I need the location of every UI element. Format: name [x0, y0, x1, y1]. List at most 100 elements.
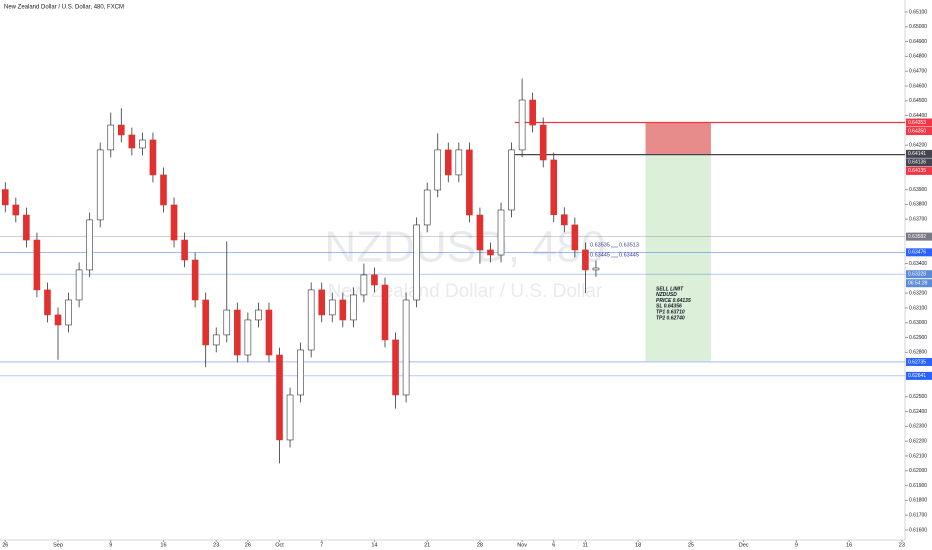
x-tick-label: 28 — [477, 542, 483, 548]
y-tick-label: 0.61800 — [909, 498, 927, 504]
x-tick-label: 21 — [424, 542, 430, 548]
y-tick-label: 0.63800 — [909, 202, 927, 208]
x-tick-label: 18 — [635, 542, 641, 548]
candle-body — [497, 209, 505, 256]
watermark-subtitle: New Zealand Dollar / U.S. Dollar — [328, 281, 603, 302]
y-tick-label: 0.63900 — [909, 187, 927, 193]
y-tick-label: 0.62100 — [909, 453, 927, 459]
candle-body — [392, 339, 399, 396]
y-tick-label: 0.64500 — [909, 98, 927, 104]
candle-body — [96, 149, 104, 221]
y-tick-label: 0.61700 — [909, 512, 927, 518]
price-tag — [906, 232, 932, 241]
x-tick-label: Oct — [275, 542, 284, 548]
candle-body — [381, 284, 389, 341]
candle-body — [476, 214, 484, 251]
candle-body — [223, 309, 231, 336]
candle-body — [561, 214, 568, 226]
candle-body — [539, 124, 547, 161]
candle-body — [466, 149, 473, 216]
candle-body — [518, 99, 526, 151]
y-tick-label: 0.61600 — [909, 527, 927, 533]
countdown-tag — [906, 279, 932, 288]
price-tag — [906, 166, 932, 175]
measure-label: 0.63445 — [619, 252, 639, 258]
candle-body — [371, 274, 378, 286]
y-tick-label: 0.63000 — [909, 320, 927, 326]
candle-body — [244, 319, 252, 356]
y-tick-label: 0.62200 — [909, 438, 927, 444]
x-tick-label: 14 — [371, 542, 377, 548]
chart-title: New Zealand Dollar / U.S. Dollar, 480, F… — [4, 5, 124, 11]
candle-body — [44, 289, 51, 316]
signal-text: TP2 0.62740 — [656, 315, 685, 321]
candle-body — [328, 299, 336, 316]
price-tag-label: 0.62641 — [908, 373, 926, 379]
measure-label: 0.63513 — [619, 242, 639, 248]
x-tick-label: 23 — [899, 542, 905, 548]
candle-body — [423, 189, 431, 226]
candle-body — [255, 309, 262, 321]
y-tick-label: 0.62900 — [909, 335, 927, 341]
candle-body — [318, 289, 326, 316]
price-tag-label: 0.64141 — [908, 151, 926, 157]
y-tick-label: 0.64600 — [909, 83, 927, 89]
price-tag — [906, 149, 932, 158]
price-tag-label: 0.63476 — [908, 250, 926, 256]
y-tick-label: 0.64200 — [909, 143, 927, 149]
x-tick-label: 23 — [213, 542, 219, 548]
price-tag-label: 0.63582 — [908, 234, 926, 240]
candle-body — [286, 394, 294, 441]
signal-text: SL 0.64356 — [656, 304, 682, 310]
price-tag — [906, 371, 932, 380]
candle-body — [434, 149, 442, 191]
candle-body — [181, 239, 188, 261]
y-tick-label: 0.62000 — [909, 468, 927, 474]
candle-body — [297, 349, 304, 396]
price-tag — [906, 248, 932, 257]
candle-body — [487, 249, 494, 256]
price-tag-label: 0.64136 — [908, 160, 926, 166]
y-tick-label: 0.65100 — [909, 9, 927, 15]
y-tick-label: 0.64700 — [909, 69, 927, 75]
signal-text: NZDUSD — [656, 292, 677, 298]
candle-body — [582, 249, 589, 271]
price-tag — [906, 127, 932, 136]
candle-body — [529, 99, 536, 126]
candle-body — [54, 314, 62, 326]
price-tag-label: 0.64135 — [908, 168, 926, 174]
price-tag-label: 0.64353 — [908, 120, 926, 126]
candle-body — [307, 289, 315, 351]
reward-zone — [645, 154, 711, 362]
candle-body — [276, 354, 283, 441]
x-tick-label: 11 — [583, 542, 589, 548]
candle-body — [23, 214, 30, 241]
candle-body — [160, 174, 167, 206]
candle-body — [170, 204, 178, 241]
price-tag-label: 0.62735 — [908, 359, 926, 365]
candle-body — [75, 269, 83, 301]
price-tag — [906, 357, 932, 366]
y-tick-label: 0.61900 — [909, 483, 927, 489]
candle-body — [107, 124, 115, 151]
risk-zone — [645, 122, 711, 155]
x-tick-label: 6 — [552, 542, 555, 548]
candle-body — [571, 224, 579, 251]
candle-body — [86, 219, 93, 271]
y-tick-label: 0.63400 — [909, 261, 927, 267]
countdown-label: 06:54:39 — [908, 281, 928, 287]
y-tick-label: 0.62500 — [909, 394, 927, 400]
candle-body — [117, 124, 125, 136]
signal-text: TP1 0.63710 — [656, 310, 685, 316]
signal-text: SELL LIMIT — [656, 286, 684, 292]
candle-body — [33, 239, 41, 291]
candle-body — [234, 309, 241, 356]
x-tick-label: 26 — [245, 542, 251, 548]
x-tick-label: 9 — [109, 542, 112, 548]
y-tick-label: 0.62800 — [909, 350, 927, 356]
y-tick-label: 0.62300 — [909, 424, 927, 430]
candle-body — [128, 134, 136, 149]
y-tick-label: 0.64800 — [909, 54, 927, 60]
x-tick-label: Nov — [517, 542, 527, 548]
